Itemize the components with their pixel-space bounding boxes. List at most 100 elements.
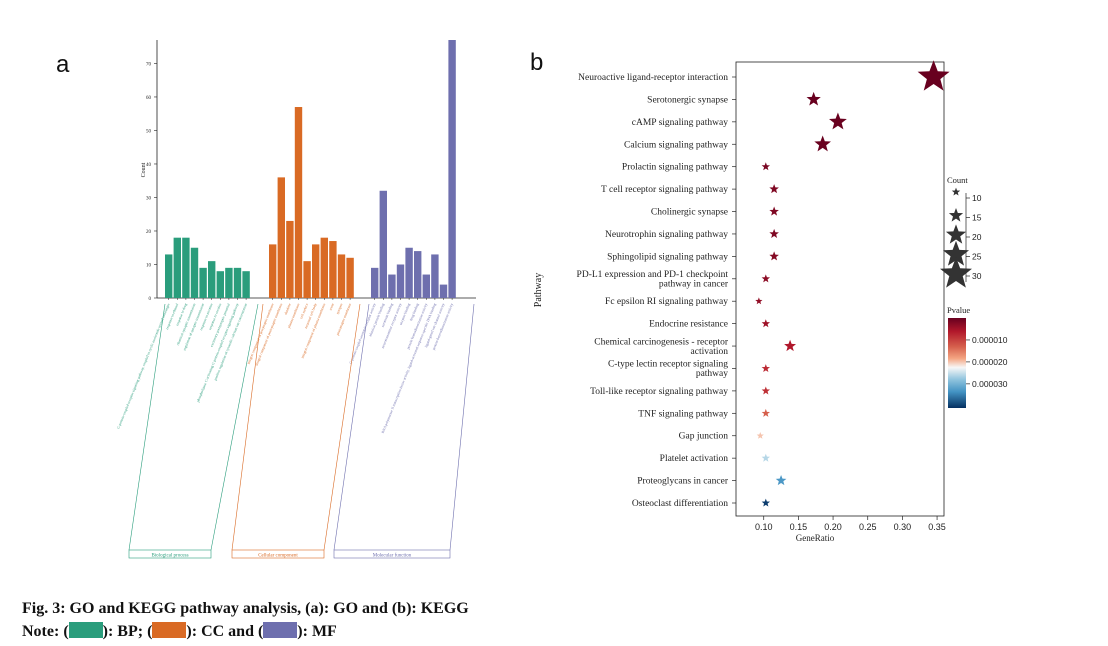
go-bar-bp	[199, 267, 207, 298]
pathway-star	[761, 274, 770, 283]
pathway-star	[806, 91, 821, 106]
count-legend-star	[940, 257, 972, 288]
pathway-label: T cell receptor signaling pathway	[601, 185, 728, 195]
pathway-label: Serotonergic synapse	[647, 95, 728, 105]
go-bar-mf	[405, 247, 413, 298]
cc-swatch	[152, 622, 187, 638]
pathway-star	[769, 206, 779, 216]
pathway-label: cAMP signaling pathway	[632, 118, 728, 128]
pathway-label: C-type lectin receptor signaling	[608, 360, 728, 370]
pathway-label: Osteoclast differentiation	[632, 498, 728, 509]
count-legend-star	[945, 224, 967, 244]
pathway-label: Calcium signaling pathway	[624, 140, 728, 150]
pathway-label: Neuroactive ligand-receptor interaction	[578, 73, 728, 83]
pathway-label: activation	[691, 347, 729, 357]
y-tick-label: 40	[146, 163, 152, 168]
go-bar-bp	[216, 271, 224, 298]
count-legend-label: 30	[972, 271, 982, 281]
pathway-label: TNF signaling pathway	[638, 409, 728, 419]
count-legend-label: 10	[972, 193, 982, 203]
pvalue-legend-title: Pvalue	[947, 305, 970, 315]
note-bp: ): BP; (	[102, 623, 153, 640]
pathway-label: Cholinergic synapse	[651, 208, 728, 218]
x-tick-label: G protein-coupled receptor signaling pat…	[116, 302, 172, 430]
pvalue-tick-label: 0.000030	[972, 379, 1008, 389]
group-label: Molecular function	[373, 554, 412, 559]
x-tick-label: 0.20	[824, 522, 842, 532]
bp-swatch	[68, 622, 103, 638]
x-tick-label: 0.10	[755, 522, 773, 532]
pvalue-colorbar	[948, 318, 966, 408]
pvalue-tick-label: 0.000020	[972, 357, 1008, 367]
go-bar-cc	[312, 244, 320, 298]
count-legend-star	[951, 187, 961, 196]
panel-label-b: b	[530, 49, 543, 76]
x-tick-label: synapse	[335, 303, 343, 315]
pathway-star	[829, 112, 847, 130]
count-legend-label: 15	[972, 213, 982, 223]
pathway-star	[814, 135, 831, 152]
pathway-star	[756, 431, 764, 439]
go-bar-cc	[303, 261, 311, 298]
go-bar-mf	[448, 40, 456, 298]
x-tick-label: axon	[328, 303, 334, 311]
x-tick-label: cell surface	[299, 303, 309, 320]
pathway-label: Fc epsilon RI signaling pathway	[605, 297, 728, 307]
go-bar-bp	[242, 271, 250, 298]
pathway-label: PD-L1 expression and PD-1 checkpoint	[577, 270, 729, 280]
x-tick-label: 0.35	[928, 522, 946, 532]
pathway-label: Prolactin signaling pathway	[622, 163, 728, 173]
figure-note: Note: ( ): BP; ( ): CC and ( ): MF	[22, 622, 337, 641]
x-tick-label: phospholipase C-activating G protein-cou…	[196, 303, 240, 403]
go-bar-bp	[182, 237, 190, 298]
go-bar-bp	[165, 254, 173, 298]
x-axis-title: GeneRatio	[796, 533, 835, 543]
kegg-dot-plot: Neuroactive ligand-receptor interaction S…	[533, 60, 1008, 543]
y-axis-title: Count	[141, 162, 147, 177]
note-prefix: Note: (	[22, 623, 69, 640]
y-tick-label: 50	[146, 129, 152, 134]
group-box	[333, 549, 451, 559]
pathway-star	[761, 386, 770, 395]
group-bracket-line	[231, 303, 361, 551]
pathway-star	[761, 453, 770, 462]
y-tick-label: 20	[146, 230, 152, 235]
pathway-label: Gap junction	[679, 432, 729, 442]
y-tick-label: 70	[146, 62, 152, 67]
x-tick-label: drug binding	[409, 303, 420, 322]
go-bar-chart: 0 10 20 30 40 50 60 70 Count G protein-coupled re…	[116, 40, 476, 559]
pathway-label: Endocrine resistance	[649, 320, 728, 330]
go-bar-cc	[320, 237, 328, 298]
mf-swatch	[263, 622, 298, 638]
group-bracket-line	[333, 303, 475, 551]
pathway-star	[769, 251, 779, 261]
pathway-star	[769, 228, 779, 239]
plot-frame	[735, 61, 945, 517]
pathway-label: Sphingolipid signaling pathway	[607, 252, 728, 262]
go-bar-mf	[388, 274, 396, 298]
pathway-star	[761, 498, 770, 507]
y-tick-label: 30	[146, 196, 152, 201]
note-cc: ): CC and (	[186, 623, 264, 640]
x-tick-label: dendrite	[284, 303, 292, 316]
note-mf: ): MF	[297, 623, 337, 640]
go-bar-cc	[277, 177, 285, 298]
x-tick-label: 0.25	[859, 522, 877, 532]
go-bar-bp	[190, 247, 199, 298]
pathway-star	[784, 339, 797, 352]
figure-caption: Fig. 3: GO and KEGG pathway analysis, (a…	[22, 600, 469, 617]
go-bar-bp	[225, 267, 233, 298]
pathway-star	[775, 474, 787, 486]
pathway-star	[761, 319, 770, 328]
pathway-label: pathway	[696, 369, 728, 379]
pathway-star	[761, 162, 770, 171]
go-bar-cc	[294, 107, 303, 298]
go-bar-cc	[269, 244, 277, 298]
pathway-label: pathway in cancer	[659, 280, 729, 290]
pathway-label: Chemical carcinogenesis - receptor	[594, 337, 729, 347]
count-legend-star	[942, 240, 970, 266]
figure-canvas: a b 0 10 20 30 40 50 60 70 Count G protein-couple…	[56, 40, 1008, 559]
group-label: Biological process	[151, 554, 188, 559]
go-bar-mf	[396, 264, 405, 298]
y-tick-label: 0	[149, 297, 152, 302]
